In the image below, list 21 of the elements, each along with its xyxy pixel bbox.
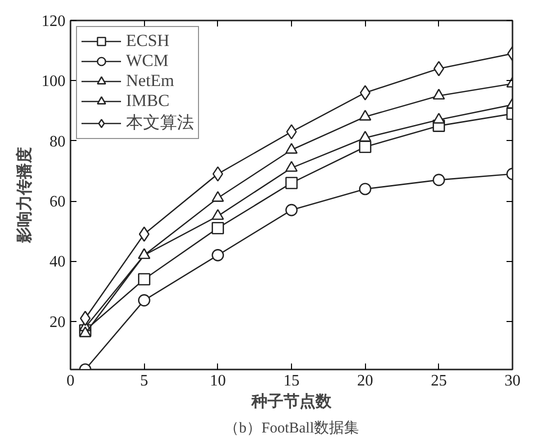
x-tick-label: 25: [430, 372, 447, 390]
legend-label: NetEm: [126, 71, 174, 91]
text: （b）FootBall数据集: [224, 420, 360, 436]
x-axis-title: 种子节点数: [250, 392, 332, 410]
x-tick-label: 30: [504, 372, 520, 390]
y-tick-label: 60: [50, 194, 66, 211]
x-tick-label: 15: [284, 372, 300, 390]
y-tick-label: 20: [50, 314, 66, 331]
x-tick-label: 20: [357, 372, 374, 390]
y-tick-label: 80: [50, 133, 66, 150]
y-tick-label: 120: [42, 13, 66, 30]
legend-label: IMBC: [126, 91, 170, 111]
legend-label: 本文算法: [126, 112, 194, 134]
x-tick-label: 5: [140, 372, 148, 390]
y-tick-label: 40: [50, 254, 66, 271]
legend-label: ECSH: [126, 31, 170, 51]
legend-label: WCM: [126, 51, 168, 71]
y-axis-title: 影响力传播度: [14, 147, 34, 244]
x-tick-label: 10: [210, 372, 226, 390]
x-tick-label: 0: [66, 372, 74, 390]
y-tick-label: 100: [42, 73, 66, 90]
